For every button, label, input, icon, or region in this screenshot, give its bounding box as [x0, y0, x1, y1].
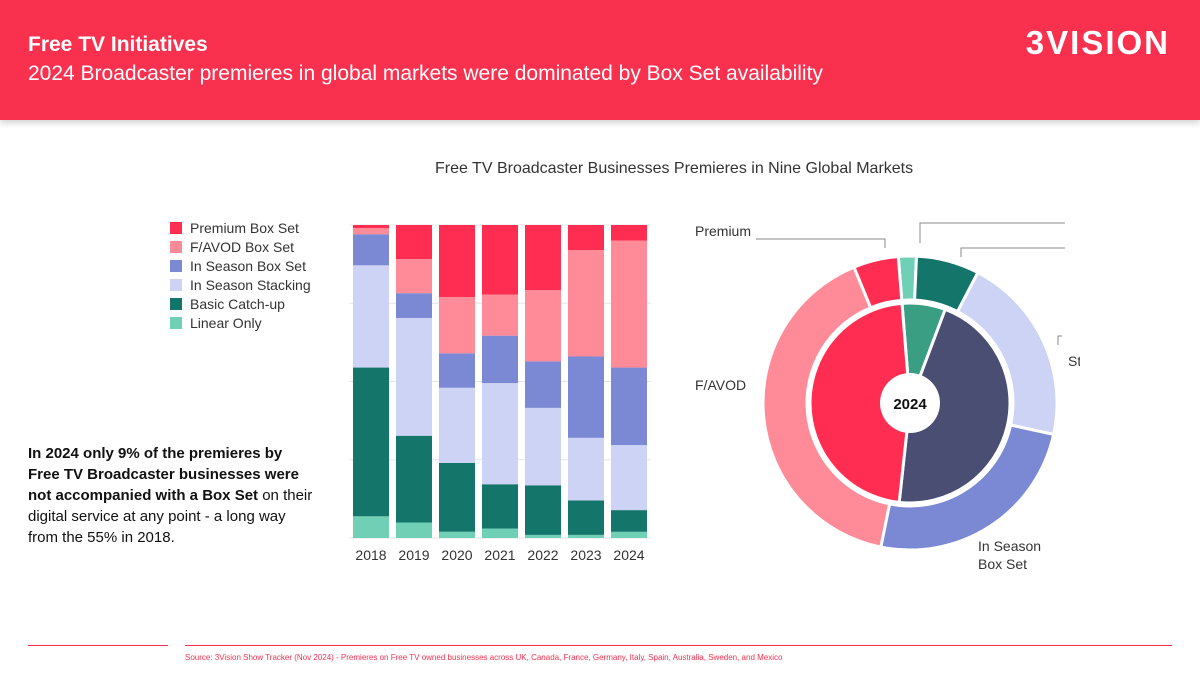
leader-line: [919, 222, 1065, 243]
bar-segment-basic-catch-up-2019: [396, 435, 432, 523]
donut-annotation-in-season-1: In Season: [978, 538, 1041, 554]
legend-swatch: [170, 278, 182, 291]
bar-segment-linear-only-2023: [568, 534, 604, 538]
bar-segment-premium-box-set-2018: [353, 225, 389, 229]
callout-text: In 2024 only 9% of the premieres by Free…: [28, 443, 318, 548]
brand-logo: 3VISION: [1025, 24, 1170, 61]
bar-segment-premium-box-set-2023: [568, 225, 604, 251]
bar-segment-in-season-stacking-2021: [482, 383, 518, 485]
legend-label: In Season Stacking: [190, 276, 311, 293]
bar-segment-premium-box-set-2020: [439, 225, 475, 297]
bar-segment-f-avod-box-set-2021: [482, 294, 518, 336]
x-tick-label: 2018: [355, 547, 386, 563]
bar-segment-basic-catch-up-2021: [482, 484, 518, 529]
bar-segment-premium-box-set-2021: [482, 225, 518, 295]
bar-segment-f-avod-box-set-2022: [525, 290, 561, 362]
legend-item-linear-only: Linear Only: [170, 313, 311, 332]
bar-segment-f-avod-box-set-2018: [353, 228, 389, 235]
bar-segment-in-season-box-set-2019: [396, 293, 432, 318]
legend-item-in-season-box-set: In Season Box Set: [170, 256, 311, 275]
legend-swatch: [170, 297, 182, 310]
bar-segment-linear-only-2024: [611, 531, 647, 538]
donut-center: [880, 373, 940, 433]
footer-rule-left: [28, 645, 168, 646]
bar-segment-premium-box-set-2024: [611, 225, 647, 241]
legend-item-in-season-stacking: In Season Stacking: [170, 275, 311, 294]
footer-rule-right: [185, 645, 1172, 646]
bar-segment-linear-only-2022: [525, 534, 561, 538]
callout-normal-text: on their digital service at any point - …: [28, 487, 313, 546]
donut-chart: 2024 Premium F/AVOD Stacking In Season Box Se…: [695, 222, 1080, 572]
bar-segment-in-season-stacking-2018: [353, 265, 389, 368]
bar-segment-linear-only-2021: [482, 528, 518, 538]
bar-segment-f-avod-box-set-2023: [568, 250, 604, 357]
leader-line: [960, 247, 1065, 257]
donut-annotation-stacking: Stacking: [1068, 353, 1080, 369]
bar-segment-in-season-box-set-2022: [525, 361, 561, 408]
leader-line: [1057, 335, 1062, 345]
bar-segment-linear-only-2018: [353, 516, 389, 538]
legend-item-premium-box-set: Premium Box Set: [170, 218, 311, 237]
page-title: Free TV Initiatives: [28, 33, 208, 56]
bar-segment-premium-box-set-2019: [396, 225, 432, 260]
bar-segment-premium-box-set-2022: [525, 225, 561, 291]
bar-segment-in-season-stacking-2019: [396, 317, 432, 436]
x-tick-label: 2024: [613, 547, 644, 563]
bar-segment-in-season-box-set-2020: [439, 353, 475, 388]
legend-label: In Season Box Set: [190, 257, 306, 274]
bar-segment-in-season-stacking-2024: [611, 445, 647, 511]
x-tick-label: 2023: [570, 547, 601, 563]
legend-label: Premium Box Set: [190, 219, 299, 236]
donut-annotation-favod: F/AVOD: [695, 377, 746, 393]
bar-segment-f-avod-box-set-2020: [439, 296, 475, 354]
legend-swatch: [170, 240, 182, 253]
legend-item-basic-catch-up: Basic Catch-up: [170, 294, 311, 313]
legend-item-f-avod-box-set: F/AVOD Box Set: [170, 237, 311, 256]
bar-segment-basic-catch-up-2023: [568, 500, 604, 535]
bar-segment-basic-catch-up-2020: [439, 462, 475, 532]
donut-annotation-premium: Premium: [695, 223, 751, 239]
x-tick-label: 2019: [398, 547, 429, 563]
donut-outer-f-avod-box-set: [761, 265, 892, 549]
x-tick-label: 2022: [527, 547, 558, 563]
chart-title: Free TV Broadcaster Businesses Premieres…: [435, 160, 914, 177]
legend-label: Linear Only: [190, 314, 262, 331]
bar-segment-in-season-box-set-2024: [611, 367, 647, 446]
bar-segment-basic-catch-up-2022: [525, 485, 561, 535]
source-note: Source: 3Vision Show Tracker (Nov 2024) …: [185, 653, 783, 662]
callout-bold-text: In 2024 only 9% of the premieres by Free…: [28, 445, 299, 504]
legend-label: Basic Catch-up: [190, 295, 285, 312]
bar-segment-in-season-stacking-2023: [568, 437, 604, 501]
bar-segment-linear-only-2019: [396, 522, 432, 538]
donut-annotation-in-season-2: Box Set: [978, 556, 1027, 572]
legend-swatch: [170, 316, 182, 329]
header-banner: Free TV Initiatives 2024 Broadcaster pre…: [0, 0, 1200, 120]
bar-segment-linear-only-2020: [439, 531, 475, 538]
bar-segment-f-avod-box-set-2019: [396, 259, 432, 294]
x-tick-label: 2020: [441, 547, 472, 563]
page-subtitle: 2024 Broadcaster premieres in global mar…: [28, 62, 823, 85]
x-tick-label: 2021: [484, 547, 515, 563]
chart-legend: Premium Box Set F/AVOD Box Set In Season B…: [170, 218, 311, 332]
bar-segment-basic-catch-up-2018: [353, 367, 389, 517]
bar-segment-basic-catch-up-2024: [611, 510, 647, 532]
bar-segment-in-season-stacking-2020: [439, 387, 475, 463]
bar-segment-in-season-stacking-2022: [525, 407, 561, 486]
bar-segment-f-avod-box-set-2024: [611, 240, 647, 368]
bar-segment-in-season-box-set-2021: [482, 335, 518, 384]
leader-line: [756, 238, 886, 248]
legend-swatch: [170, 259, 182, 272]
donut-center-label: 2024: [893, 396, 927, 413]
legend-label: F/AVOD Box Set: [190, 238, 294, 255]
donut-outer-premium-box-set: [852, 254, 904, 310]
bar-segment-in-season-box-set-2023: [568, 356, 604, 438]
legend-swatch: [170, 221, 182, 234]
bar-segment-in-season-box-set-2018: [353, 234, 389, 266]
stacked-bar-chart: 2018 2019 2020 2021 2022 2023 2024: [349, 224, 651, 563]
